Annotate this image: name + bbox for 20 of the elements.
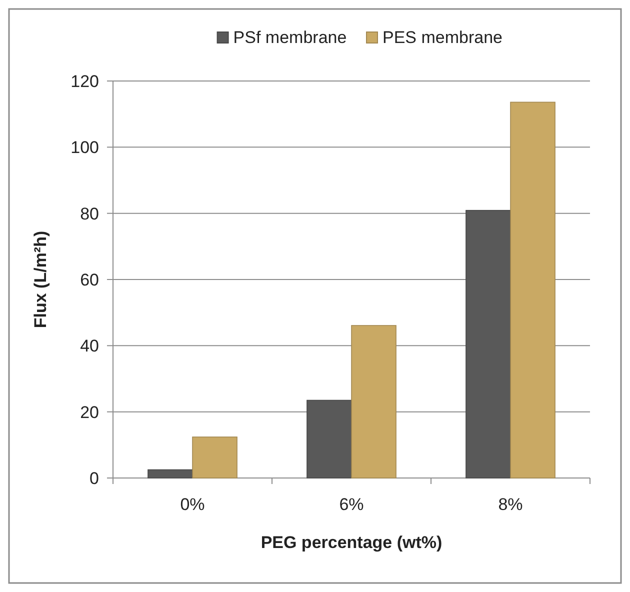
bar	[148, 469, 193, 478]
y-tick-label: 80	[80, 204, 99, 224]
bar	[351, 325, 396, 478]
legend-label: PSf membrane	[233, 28, 347, 47]
y-axis-title: Flux (L/m²h)	[31, 230, 50, 328]
y-tick-label: 40	[80, 336, 99, 356]
y-tick-label: 60	[80, 270, 99, 290]
x-tick-label: 6%	[339, 495, 364, 514]
y-tick-label: 100	[70, 138, 99, 158]
x-tick-label: 0%	[180, 495, 205, 514]
x-axis-title: PEG percentage (wt%)	[260, 533, 442, 552]
y-tick-label: 20	[80, 402, 99, 422]
legend-label: PES membrane	[382, 28, 502, 47]
y-tick-label: 120	[70, 72, 99, 91]
y-tick-label: 0	[90, 468, 99, 488]
bar	[466, 210, 511, 478]
x-tick-label: 8%	[498, 495, 523, 514]
bar	[510, 102, 556, 478]
bar	[306, 400, 352, 478]
bar	[192, 436, 238, 478]
